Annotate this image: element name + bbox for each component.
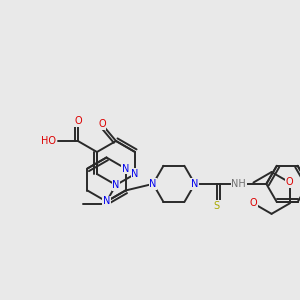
Text: N: N [191,179,199,189]
Text: N: N [149,179,157,189]
Text: O: O [74,116,82,126]
Text: O: O [286,178,293,188]
Text: N: N [103,196,110,206]
Text: HO: HO [41,136,56,146]
Text: N: N [131,169,139,179]
Text: N: N [122,164,129,173]
Text: O: O [98,119,106,129]
Text: O: O [250,198,257,208]
Text: S: S [214,201,220,211]
Text: N: N [112,180,120,190]
Text: NH: NH [232,179,246,189]
